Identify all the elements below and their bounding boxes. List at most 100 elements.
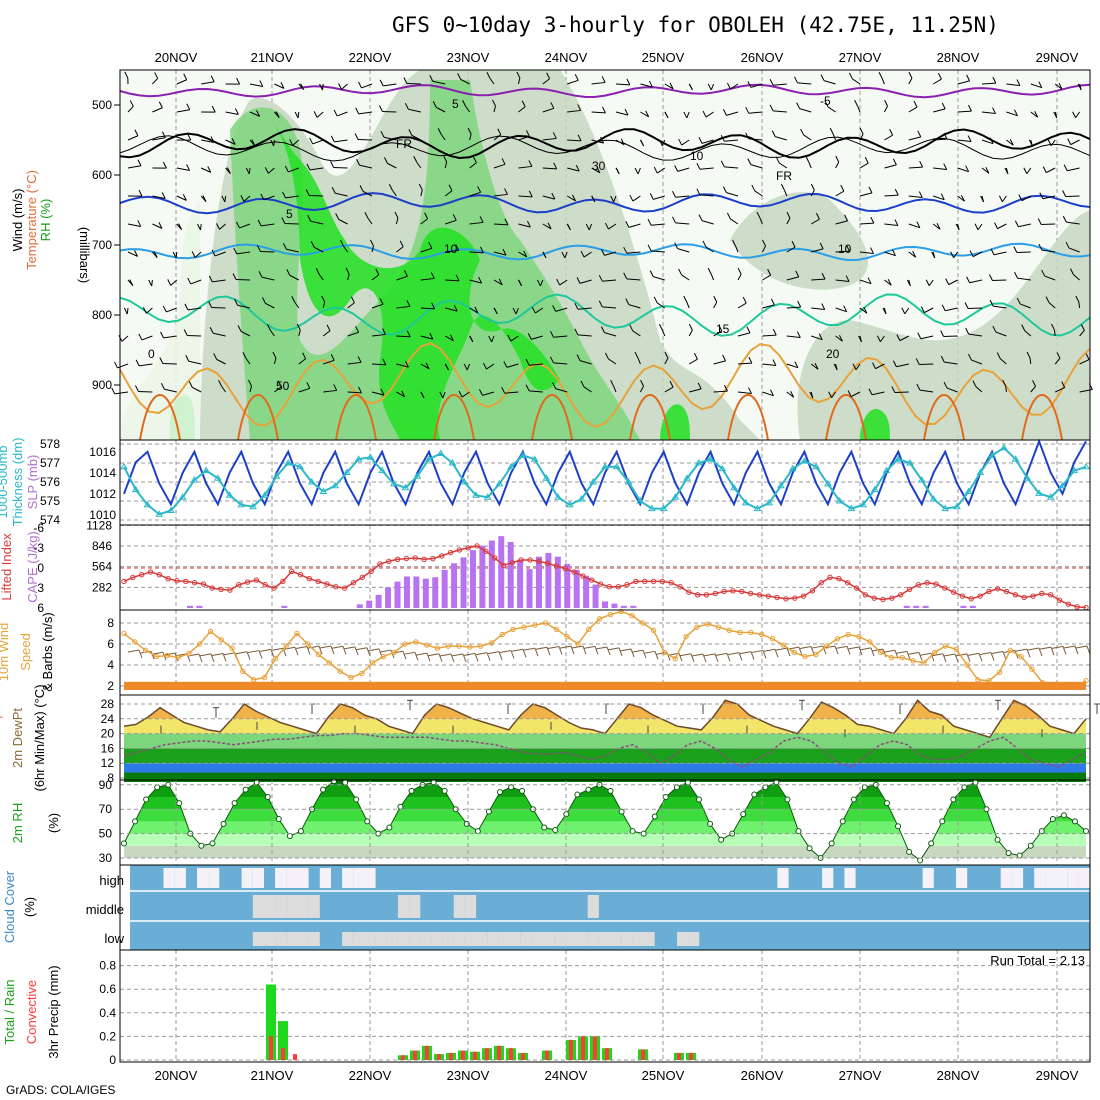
wind-speed-marker bbox=[380, 653, 387, 660]
wind-barb-flag bbox=[854, 99, 859, 107]
wind-barb bbox=[908, 106, 918, 113]
wind10m-barb bbox=[799, 645, 812, 649]
wind-barb-flag bbox=[775, 156, 780, 164]
wind-barb bbox=[1006, 139, 1014, 146]
wind-barb bbox=[396, 391, 405, 398]
wind-barb bbox=[591, 139, 604, 144]
wind-barb-flag bbox=[693, 352, 698, 360]
thickness-marker bbox=[988, 451, 997, 458]
wind-barb-flag bbox=[403, 77, 408, 84]
wind-barb-flag bbox=[683, 295, 688, 303]
wind-barb-flag bbox=[1026, 351, 1031, 359]
wind-barb bbox=[420, 363, 430, 370]
wind-barb bbox=[297, 111, 300, 119]
wind-barb-flag bbox=[1018, 194, 1023, 201]
wind-barb bbox=[469, 221, 484, 225]
wind-barb-flag bbox=[913, 100, 918, 108]
axis-title: 10m Wind bbox=[0, 623, 11, 682]
wind-barb-flag bbox=[623, 246, 628, 254]
wind-barb bbox=[322, 330, 331, 337]
wind10m-barb-flag bbox=[294, 647, 299, 656]
cloud-block bbox=[565, 932, 577, 946]
wind-barb-flag bbox=[863, 307, 868, 314]
wind-barb bbox=[371, 274, 380, 281]
wind-barb-flag bbox=[463, 363, 468, 371]
rh-marker bbox=[1060, 812, 1067, 819]
wind-barb-flag bbox=[542, 251, 547, 259]
wind-barb-flag bbox=[577, 134, 582, 142]
wind-barb-flag bbox=[649, 270, 654, 277]
wind-barb bbox=[948, 279, 958, 286]
rh-tick-label: 50 bbox=[99, 827, 113, 841]
li-marker bbox=[1003, 588, 1010, 595]
wind-barb-flag bbox=[945, 278, 950, 285]
precip-tick-label: 0.2 bbox=[99, 1029, 116, 1043]
rh-marker bbox=[242, 786, 249, 793]
wind-speed-marker bbox=[132, 639, 138, 645]
wind-barb bbox=[292, 139, 300, 146]
wind-barb bbox=[773, 110, 787, 113]
wind-barb bbox=[602, 306, 617, 309]
wind-barb-flag bbox=[358, 386, 362, 394]
wind-barb-flag bbox=[1063, 164, 1068, 172]
wind-barb bbox=[310, 220, 324, 225]
thickness-marker bbox=[1046, 493, 1055, 500]
wind-barb-flag bbox=[501, 386, 506, 394]
wind-barb bbox=[240, 330, 251, 337]
wind-barb-flag bbox=[284, 165, 289, 173]
thickness-marker bbox=[777, 481, 785, 489]
wind-speed-marker bbox=[791, 649, 797, 656]
rh-shade-region bbox=[797, 210, 1090, 440]
wind-barb-flag bbox=[330, 161, 335, 168]
cloud-block bbox=[252, 895, 264, 918]
rh-marker bbox=[828, 840, 835, 847]
li-marker bbox=[959, 593, 966, 599]
thickness-marker bbox=[249, 502, 257, 510]
wind-barb-flag bbox=[941, 102, 946, 110]
wind-barb-flag bbox=[137, 220, 142, 227]
wind-barb bbox=[850, 391, 861, 398]
wind-barb-flag bbox=[894, 219, 899, 226]
wind-barb-flag bbox=[917, 332, 922, 340]
wind-barb-flag bbox=[550, 330, 554, 338]
rh-marker bbox=[408, 787, 415, 794]
wind-barb-flag bbox=[418, 183, 423, 191]
wind-barb-flag bbox=[309, 137, 314, 145]
cape-bar bbox=[469, 550, 476, 608]
wind-barb bbox=[632, 195, 641, 202]
wind-barb-flag bbox=[629, 194, 634, 202]
wind-barb bbox=[677, 248, 690, 253]
wind-barb-flag bbox=[658, 139, 663, 147]
wind-barb bbox=[243, 195, 251, 202]
wind-barb bbox=[164, 388, 177, 393]
wind-barb-flag bbox=[479, 389, 483, 396]
wind-barb-flag bbox=[478, 276, 483, 284]
thickness-marker bbox=[718, 464, 727, 472]
rh-marker bbox=[209, 840, 216, 847]
wind-barb bbox=[493, 134, 502, 141]
precip-convective-bar bbox=[593, 1036, 597, 1060]
wind-barb-flag bbox=[134, 250, 138, 257]
wind-barb-flag bbox=[620, 138, 625, 146]
wind-barb bbox=[664, 386, 674, 393]
wind-barb bbox=[237, 304, 251, 309]
wind10m-barb bbox=[979, 652, 992, 656]
li-marker bbox=[147, 569, 154, 575]
cloud-block bbox=[442, 932, 454, 946]
wind-barb-flag bbox=[259, 80, 264, 87]
wind-barb-flag bbox=[577, 104, 582, 111]
rh-marker bbox=[607, 787, 614, 794]
wind-barb-flag bbox=[974, 223, 979, 230]
wind-barb-flag bbox=[187, 277, 192, 285]
wind-barb-flag bbox=[458, 390, 463, 398]
wind10m-barb-flag bbox=[222, 653, 227, 662]
rh-marker bbox=[519, 787, 526, 794]
wind-barb bbox=[1017, 277, 1031, 281]
thickness-marker bbox=[636, 497, 645, 504]
wind-speed-marker bbox=[121, 630, 127, 637]
wind10m-barb bbox=[223, 652, 236, 656]
wind-barb-flag bbox=[138, 189, 143, 197]
wind-barb bbox=[637, 357, 641, 365]
wind-barb bbox=[737, 302, 747, 309]
temp-mask bbox=[124, 690, 1086, 738]
